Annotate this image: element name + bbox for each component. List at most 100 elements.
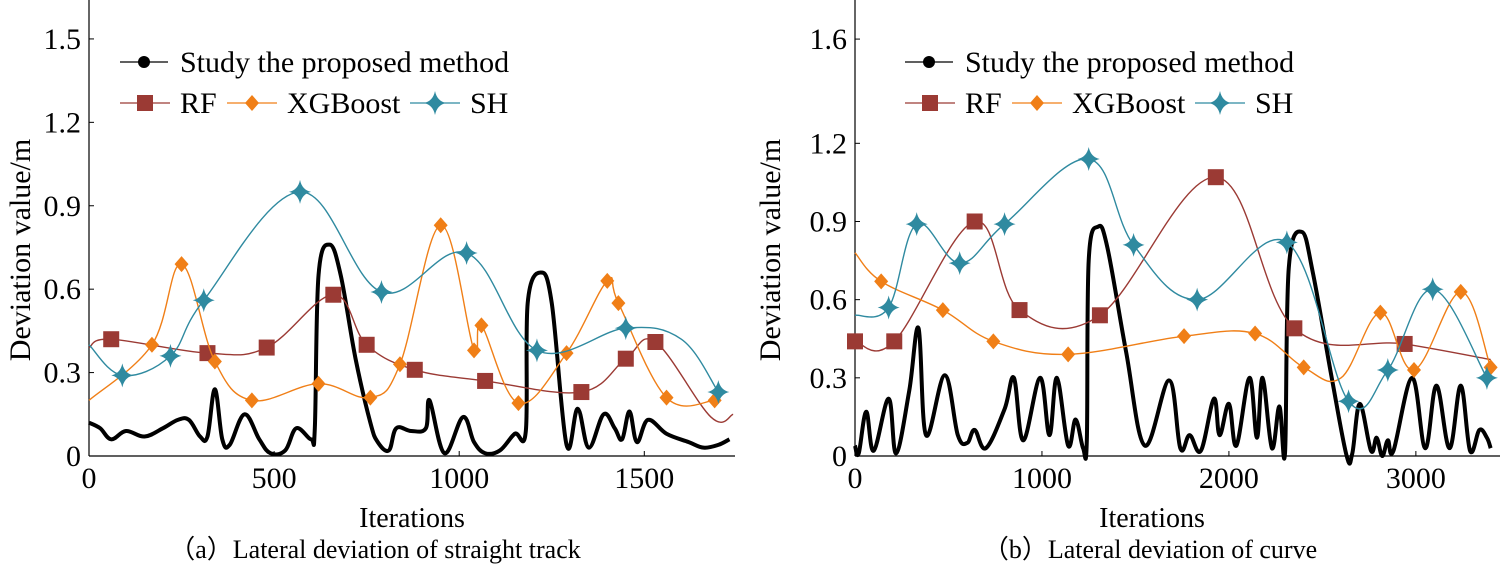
legend-label-xgboost: XGBoost: [1072, 87, 1186, 120]
x-tick-label: 1000: [1012, 462, 1072, 495]
legend-label-proposed: Study the proposed method: [180, 46, 509, 79]
sh-point: [192, 288, 215, 313]
sh-point: [1122, 232, 1145, 257]
xgboost-point: [207, 353, 222, 370]
xgboost-point: [600, 272, 615, 289]
sh-point: [525, 338, 548, 363]
x-tick-label: 2000: [1199, 462, 1259, 495]
y-tick-label: 0.9: [810, 205, 848, 238]
rf-point: [1396, 335, 1413, 352]
legend-rf-marker: [922, 95, 938, 111]
chart-caption: （b）Lateral deviation of curve: [983, 535, 1317, 564]
sh-point: [707, 380, 730, 405]
rf-point: [1207, 169, 1224, 186]
y-tick-label: 1.6: [810, 23, 848, 56]
legend-label-rf: RF: [180, 87, 217, 120]
proposed-line: [88, 242, 731, 457]
sh-point: [289, 179, 312, 204]
xgboost-point: [1177, 328, 1192, 345]
legend-label-proposed: Study the proposed method: [965, 46, 1294, 79]
xgboost-point: [433, 217, 448, 234]
sh-point: [111, 363, 134, 388]
xgboost-point: [1061, 346, 1076, 363]
xgboost-point: [467, 342, 482, 359]
xgboost-line: [88, 224, 715, 407]
sh-point: [1337, 389, 1360, 414]
xgboost-point: [935, 302, 950, 319]
xgboost-point: [986, 333, 1001, 350]
y-tick-label: 0: [66, 440, 81, 473]
rf-point: [573, 384, 590, 401]
rf-point: [847, 333, 863, 350]
y-axis-label: Deviation value/m: [754, 139, 787, 361]
xgboost-point: [611, 295, 626, 312]
sh-point: [1376, 358, 1399, 383]
xgboost-point: [559, 345, 574, 362]
legend-sh-marker: [424, 91, 446, 115]
xgboost-point: [874, 273, 889, 290]
x-tick-label: 500: [252, 462, 297, 495]
legend-xgboost-marker: [245, 95, 259, 111]
series-rf: [847, 169, 1491, 361]
y-tick-label: 0.3: [810, 362, 848, 395]
sh-point: [993, 212, 1016, 237]
rf-point: [258, 339, 275, 356]
legend-xgboost-marker: [1030, 95, 1044, 111]
series-rf: [88, 286, 734, 423]
x-axis-label: Iterations: [359, 503, 465, 534]
proposed-line: [853, 223, 1493, 466]
xgboost-point: [1248, 325, 1263, 342]
x-tick-label: 1500: [614, 462, 674, 495]
sh-point: [159, 343, 182, 368]
y-tick-label: 0.3: [44, 357, 82, 390]
sh-point: [614, 316, 637, 341]
series-proposed: [853, 223, 1493, 466]
sh-point: [370, 279, 393, 304]
rf-point: [103, 331, 120, 348]
rf-point: [617, 350, 634, 367]
sh-point: [905, 212, 928, 237]
rf-line: [854, 176, 1491, 361]
series-proposed: [88, 242, 731, 457]
legend-sh-marker: [1209, 91, 1231, 115]
legend-proposed-marker: [138, 56, 150, 68]
sh-point: [877, 295, 900, 320]
chart-a: 0 0.3 0.6 0.9 1.2 1.5 0 500 1000 1500 Iterations De…: [4, 0, 735, 564]
y-tick-label: 0.6: [810, 284, 848, 317]
series-sh: [854, 146, 1498, 414]
x-tick-label: 0: [848, 462, 863, 495]
legend-rf-marker: [137, 95, 153, 111]
xgboost-point: [511, 395, 526, 412]
y-tick-label: 1.2: [810, 127, 848, 160]
chart-caption: （a）Lateral deviation of straight track: [169, 535, 581, 564]
rf-point: [886, 333, 903, 350]
sh-point: [1475, 365, 1498, 390]
rf-point: [325, 286, 342, 303]
xgboost-point: [1407, 362, 1421, 379]
y-axis-label: Deviation value/m: [4, 139, 37, 361]
rf-line: [88, 294, 734, 423]
rf-point: [199, 345, 216, 362]
sh-point: [1077, 146, 1100, 171]
chart-b: 0 0.3 0.6 0.9 1.2 1.6 0 1000 2000 3000 Iterations D…: [754, 0, 1500, 564]
sh-point: [948, 251, 971, 276]
legend-label-sh: SH: [470, 87, 508, 120]
rf-point: [477, 372, 494, 389]
xgboost-point: [244, 392, 259, 409]
sh-point: [1421, 277, 1444, 302]
rf-point: [358, 336, 375, 353]
y-tick-label: 0: [832, 440, 847, 473]
y-tick-label: 1.2: [44, 106, 82, 139]
legend-label-rf: RF: [965, 87, 1002, 120]
legend-proposed-marker: [923, 56, 935, 68]
xgboost-point: [392, 356, 407, 373]
legend: Study the proposed method RF XGBoost SH: [905, 46, 1294, 120]
xgboost-point: [1453, 283, 1468, 300]
legend: Study the proposed method RF XGBoost SH: [120, 46, 509, 120]
series-xgboost: [88, 217, 722, 412]
xgboost-point: [363, 389, 378, 406]
rf-point: [1011, 302, 1028, 319]
rf-point: [406, 361, 423, 378]
x-axis-label: Iterations: [1099, 503, 1205, 534]
